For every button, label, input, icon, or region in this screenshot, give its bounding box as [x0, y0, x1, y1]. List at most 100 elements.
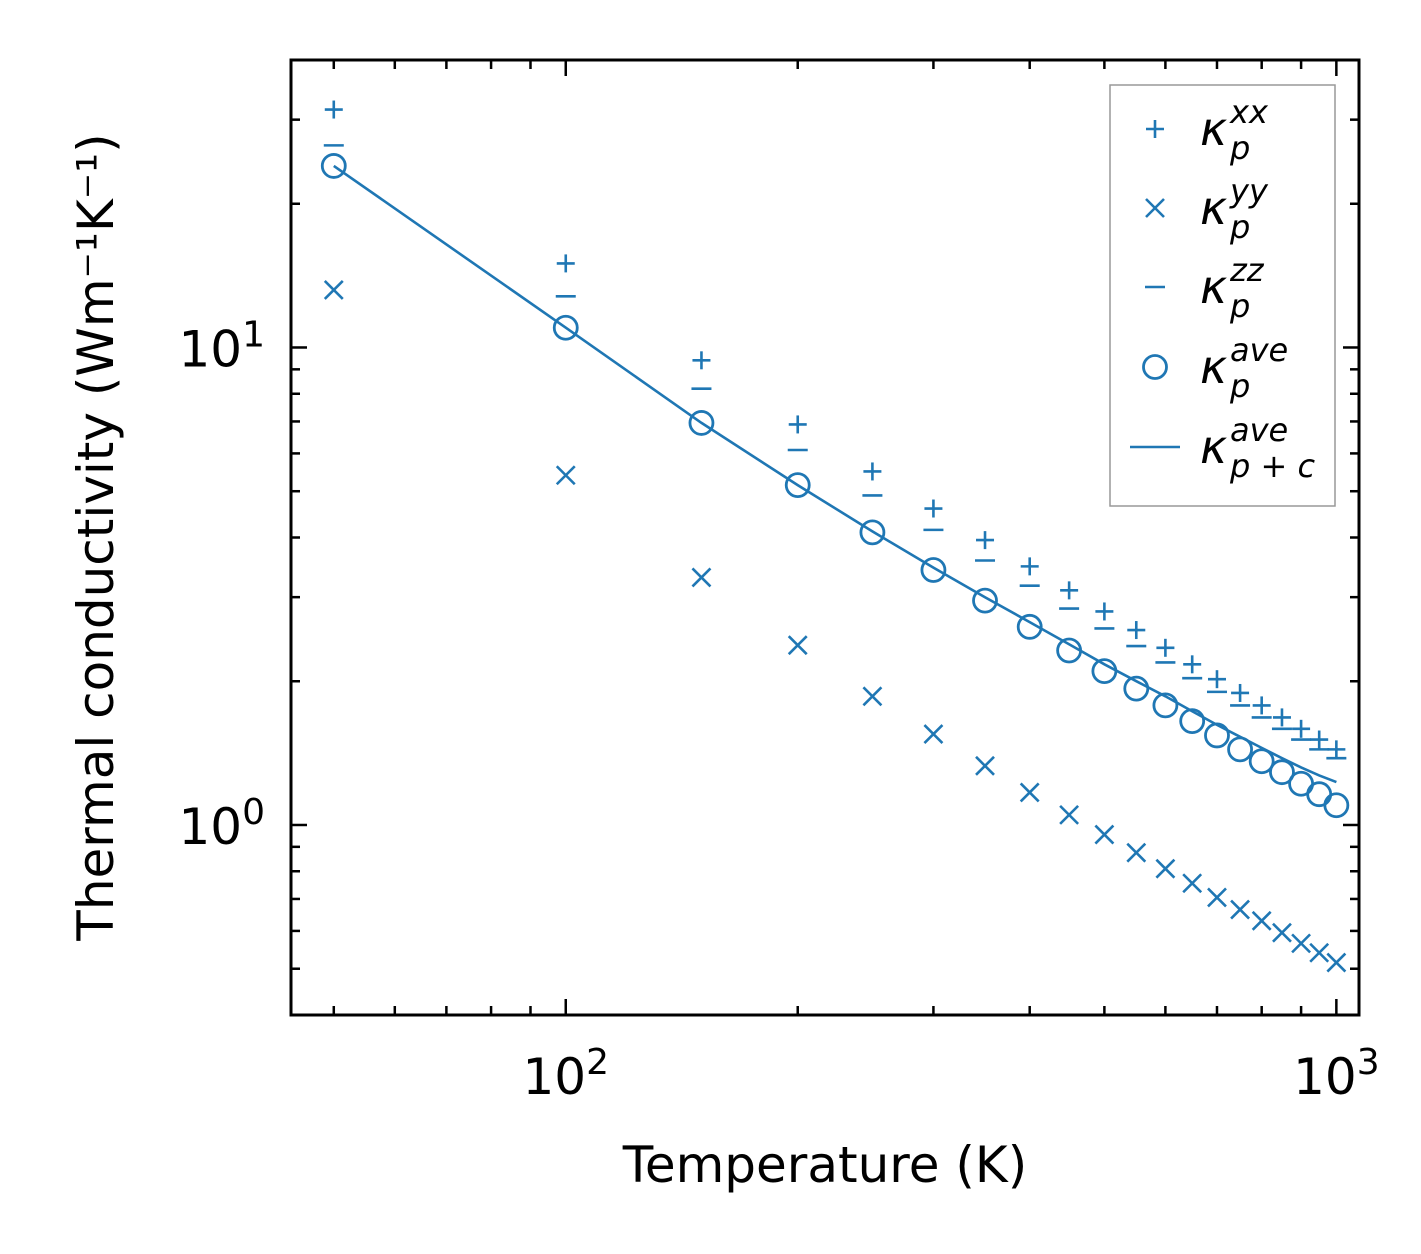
tick-labels: 102 103 100 101	[178, 314, 1379, 1106]
point-kave	[859, 519, 886, 546]
point-kave	[1123, 675, 1150, 702]
point-kyy	[323, 279, 344, 300]
point-kxx	[1127, 621, 1146, 640]
point-kyy	[691, 567, 712, 588]
series-kave	[320, 153, 1350, 819]
point-kyy	[1291, 933, 1312, 954]
legend-label-kyy: κyy p	[1200, 172, 1269, 246]
series-kyy	[323, 279, 1347, 973]
legend-marker-kyy	[1145, 198, 1165, 218]
point-kxx	[1207, 670, 1226, 689]
point-kxx	[1231, 683, 1250, 702]
legend-marker-kyy-b	[1145, 198, 1165, 218]
point-kyy-b	[1251, 910, 1272, 931]
point-kxx	[976, 531, 995, 550]
series-line-kpc	[333, 164, 1337, 784]
point-kave	[920, 557, 947, 583]
legend-label-kzz: κzz p	[1200, 251, 1265, 325]
point-kave	[1248, 748, 1275, 775]
legend-entry-kzz: κzz p	[1145, 251, 1265, 325]
plot-frame	[289, 58, 1361, 1017]
series-kpc	[333, 164, 1337, 784]
point-kave	[1269, 759, 1295, 786]
point-kyy-b	[1059, 804, 1080, 825]
point-kyy	[975, 755, 995, 776]
point-kyy-b	[923, 724, 944, 745]
point-kyy-b	[1230, 899, 1250, 920]
point-kave	[688, 410, 715, 436]
point-kave	[552, 314, 579, 341]
legend-entry-kxx: κxx p	[1146, 93, 1269, 167]
point-kxx	[1252, 696, 1271, 715]
point-kyy	[1326, 952, 1347, 973]
x-axis-label: Temperature (K)	[622, 1136, 1027, 1194]
legend-entry-kyy: κyy p	[1145, 172, 1269, 246]
point-kyy	[555, 465, 576, 486]
y-tick-label: 100	[178, 792, 265, 856]
point-kyy-b	[1126, 842, 1147, 863]
point-kyy-b	[1094, 824, 1115, 845]
point-kxx	[1060, 581, 1079, 600]
legend-label-kpc: κave p + c	[1200, 411, 1315, 485]
point-kyy-b	[1309, 942, 1330, 963]
point-kxx	[556, 254, 575, 273]
point-kyy-b	[1019, 782, 1040, 803]
point-kyy	[1019, 782, 1040, 803]
point-kyy	[787, 635, 808, 656]
point-kyy	[1126, 842, 1147, 863]
point-kxx	[1327, 740, 1346, 759]
y-tick-label: 101	[178, 314, 265, 378]
point-kave	[320, 153, 347, 179]
point-kxx	[924, 499, 943, 518]
point-kave	[972, 587, 998, 614]
point-kave	[1016, 613, 1043, 640]
point-kyy	[1207, 887, 1227, 908]
legend-marker-kxx	[1146, 120, 1164, 138]
series-kxx	[324, 100, 1346, 759]
point-kxx	[324, 100, 343, 119]
point-kyy	[1059, 804, 1080, 825]
point-kyy	[1272, 922, 1292, 943]
point-kxx	[692, 351, 711, 370]
point-kxx	[1020, 557, 1039, 576]
point-kyy	[1251, 910, 1272, 931]
point-kave	[1323, 792, 1350, 819]
point-kxx	[1310, 730, 1329, 749]
point-kxx	[1095, 602, 1114, 621]
point-kyy-b	[975, 755, 995, 776]
legend-label-kxx: κxx p	[1200, 93, 1269, 167]
point-kxx	[1272, 708, 1291, 727]
series-kzz	[323, 144, 1347, 760]
point-kyy-b	[1272, 922, 1292, 943]
point-kyy-b	[1182, 873, 1203, 894]
x-tick-label: 102	[522, 1042, 609, 1106]
point-kyy	[1182, 873, 1203, 894]
point-kyy-b	[691, 567, 712, 588]
x-tick-label: 103	[1293, 1042, 1380, 1106]
legend-entry-kpc: κave p + c	[1130, 411, 1315, 485]
point-kyy	[1230, 899, 1250, 920]
point-kyy	[1309, 942, 1330, 963]
point-kxx	[1183, 655, 1202, 674]
point-kyy-b	[1291, 933, 1312, 954]
legend-label-kave: κave p	[1200, 331, 1288, 405]
legend-frame	[1109, 84, 1336, 507]
point-kyy-b	[787, 635, 808, 656]
legend-entry-kave: κave p	[1142, 331, 1288, 405]
series-layer	[320, 100, 1350, 973]
point-kyy-b	[1207, 887, 1227, 908]
point-kxx	[863, 462, 882, 481]
point-kyy-b	[323, 279, 344, 300]
point-kave	[784, 472, 811, 498]
point-kxx	[788, 415, 807, 434]
point-kyy	[923, 724, 944, 745]
point-kyy	[862, 686, 883, 707]
point-kyy	[1094, 824, 1115, 845]
point-kxx	[1156, 638, 1175, 657]
point-kave	[1152, 692, 1179, 719]
point-kxx	[1292, 719, 1311, 738]
point-kave	[1179, 708, 1206, 735]
point-kyy-b	[1326, 952, 1347, 973]
